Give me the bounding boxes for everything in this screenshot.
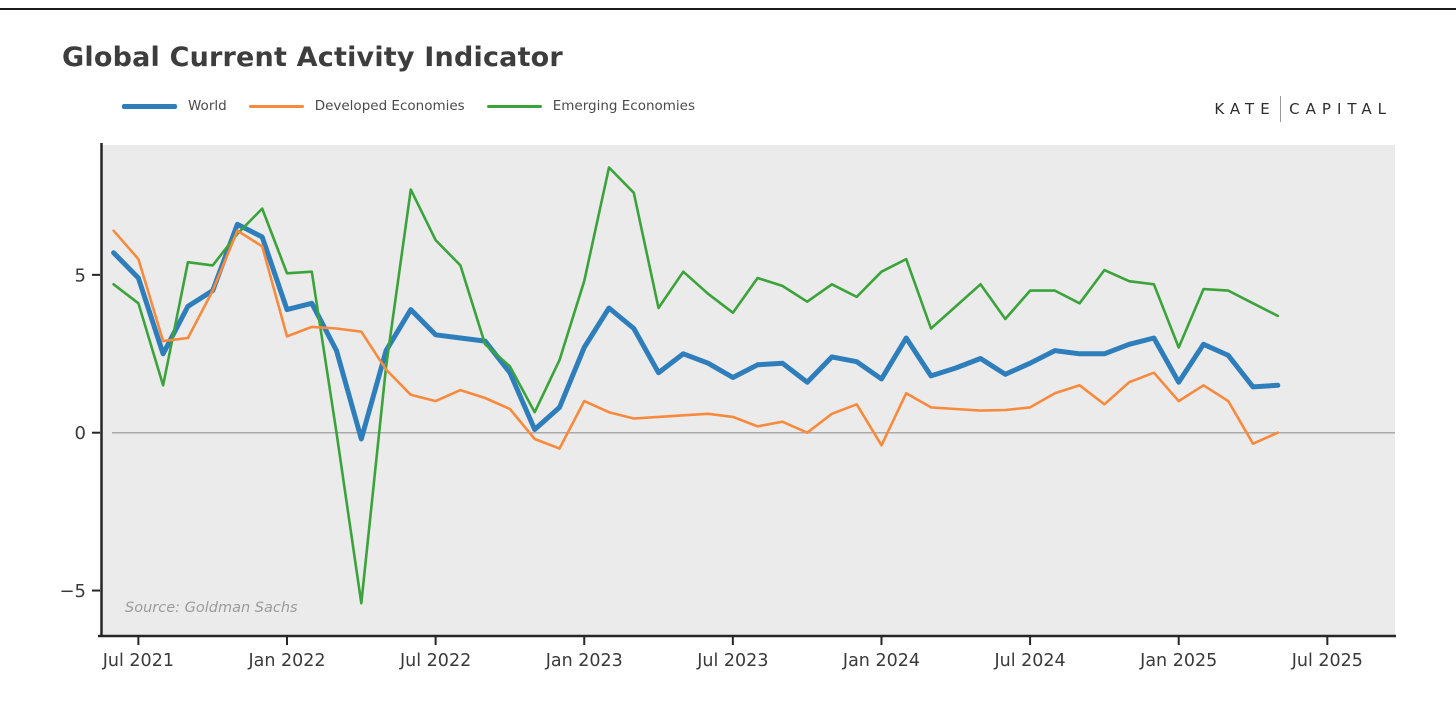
world-line-swatch-icon	[122, 103, 177, 109]
legend-item-world: World	[122, 98, 227, 114]
y-tick-label: 5	[75, 265, 86, 286]
series-line-developed-economies	[112, 229, 1280, 450]
x-tick-label: Jul 2021	[102, 651, 174, 671]
x-tick-label: Jul 2023	[696, 651, 768, 671]
x-tick-label: Jul 2025	[1291, 651, 1363, 671]
chart-legend: World Developed Economies Emerging Econo…	[122, 98, 695, 114]
x-tick-label: Jul 2024	[993, 651, 1065, 671]
x-tick-label: Jan 2025	[1139, 651, 1217, 671]
legend-item-emerging: Emerging Economies	[486, 98, 696, 114]
kate-capital-logo: KATE CAPITAL	[1214, 96, 1392, 122]
legend-label-emerging: Emerging Economies	[552, 98, 696, 114]
top-window-rule	[0, 8, 1456, 10]
x-tick-label: Jan 2023	[545, 651, 623, 671]
developed-line-swatch-icon	[248, 104, 304, 108]
legend-label-developed: Developed Economies	[314, 98, 465, 114]
legend-label-world: World	[188, 98, 227, 114]
emerging-line-swatch-icon	[486, 104, 542, 108]
logo-divider	[1279, 96, 1282, 122]
y-tick-label: −5	[59, 581, 86, 602]
x-tick-label: Jan 2024	[842, 651, 920, 671]
source-note: Source: Goldman Sachs	[125, 600, 298, 616]
x-tick-label: Jan 2022	[247, 651, 325, 671]
plot-area-background	[102, 145, 1395, 635]
y-tick-label: 0	[75, 423, 86, 444]
series-line-world	[111, 221, 1281, 442]
x-tick-label: Jul 2022	[399, 651, 471, 671]
logo-capital-text: CAPITAL	[1289, 100, 1392, 118]
page-title: Global Current Activity Indicator	[62, 42, 563, 73]
legend-item-developed: Developed Economies	[248, 98, 465, 114]
series-line-emerging-economies	[112, 166, 1280, 605]
logo-kate-text: KATE	[1214, 100, 1276, 118]
